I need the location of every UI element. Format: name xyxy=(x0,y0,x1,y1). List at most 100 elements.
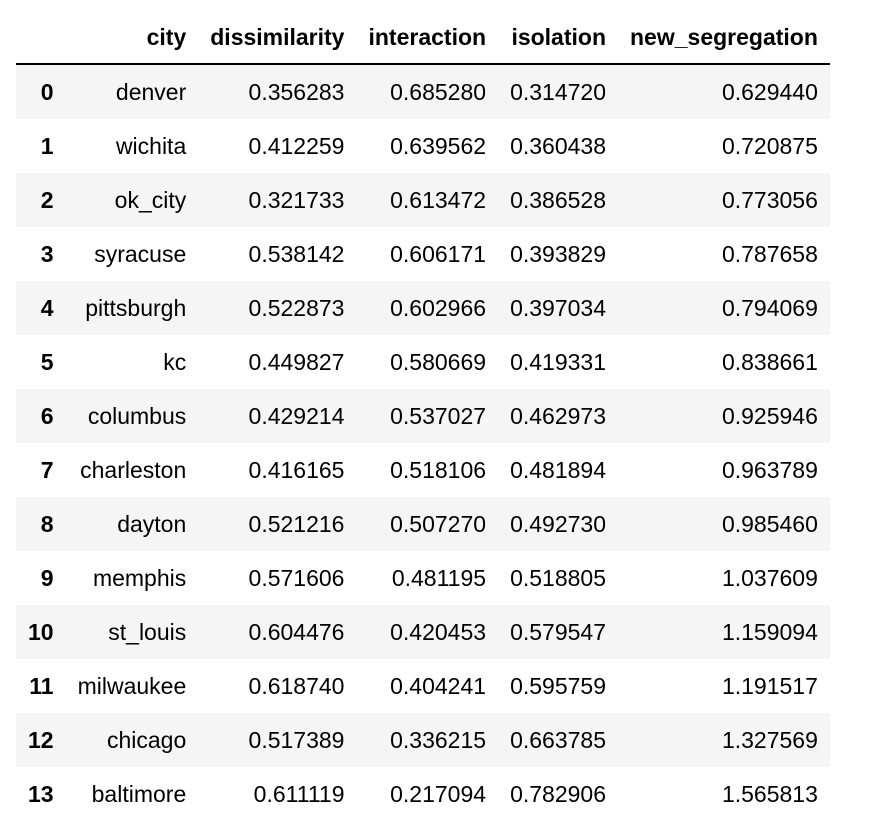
new-segregation-cell: 0.925946 xyxy=(721,402,818,429)
dissimilarity-cell: 0.538142 xyxy=(248,240,345,267)
new-segregation-cell: 1.191517 xyxy=(721,672,818,699)
isolation-cell: 0.462973 xyxy=(510,402,606,429)
isolation-cell: 0.492730 xyxy=(510,510,606,537)
table-row: 13 baltimore 0.611119 0.217094 0.782906 … xyxy=(16,767,830,821)
city-cell: wichita xyxy=(115,132,187,159)
row-index: 10 xyxy=(28,618,54,645)
dissimilarity-cell: 0.449827 xyxy=(248,348,345,375)
column-header-city: city xyxy=(65,12,199,65)
city-cell: baltimore xyxy=(91,780,187,807)
table-row: 6 columbus 0.429214 0.537027 0.462973 0.… xyxy=(16,389,830,443)
isolation-cell: 0.360438 xyxy=(510,132,606,159)
new-segregation-cell: 0.773056 xyxy=(721,186,818,213)
city-cell: milwaukee xyxy=(77,672,187,699)
table-row: 4 pittsburgh 0.522873 0.602966 0.397034 … xyxy=(16,281,830,335)
dissimilarity-cell: 0.321733 xyxy=(248,186,345,213)
dataframe-table: city dissimilarity interaction isolation… xyxy=(16,12,830,821)
row-index: 1 xyxy=(40,132,54,159)
city-cell: ok_city xyxy=(114,186,187,213)
table-row: 10 st_louis 0.604476 0.420453 0.579547 1… xyxy=(16,605,830,659)
row-index: 0 xyxy=(40,78,54,105)
dissimilarity-cell: 0.356283 xyxy=(248,78,345,105)
interaction-cell: 0.602966 xyxy=(390,294,487,321)
table-row: 0 denver 0.356283 0.685280 0.314720 0.62… xyxy=(16,64,830,119)
new-segregation-cell: 1.327569 xyxy=(721,726,818,753)
table-row: 11 milwaukee 0.618740 0.404241 0.595759 … xyxy=(16,659,830,713)
new-segregation-cell: 0.720875 xyxy=(721,132,818,159)
new-segregation-cell: 0.985460 xyxy=(721,510,818,537)
row-index: 7 xyxy=(40,456,54,483)
city-cell: chicago xyxy=(106,726,187,753)
city-cell: st_louis xyxy=(108,618,187,645)
dissimilarity-cell: 0.611119 xyxy=(253,780,345,807)
dissimilarity-cell: 0.571606 xyxy=(248,564,345,591)
city-cell: kc xyxy=(163,348,187,375)
row-index: 11 xyxy=(29,672,54,699)
interaction-cell: 0.507270 xyxy=(390,510,487,537)
dissimilarity-cell: 0.429214 xyxy=(248,402,345,429)
dissimilarity-cell: 0.412259 xyxy=(248,132,345,159)
column-header-isolation: isolation xyxy=(498,12,618,65)
isolation-cell: 0.397034 xyxy=(510,294,606,321)
dissimilarity-cell: 0.521216 xyxy=(248,510,345,537)
isolation-cell: 0.314720 xyxy=(510,78,606,105)
isolation-cell: 0.393829 xyxy=(510,240,606,267)
city-cell: denver xyxy=(115,78,187,105)
interaction-cell: 0.606171 xyxy=(390,240,487,267)
isolation-cell: 0.386528 xyxy=(510,186,606,213)
isolation-cell: 0.518805 xyxy=(510,564,606,591)
isolation-cell: 0.419331 xyxy=(510,348,606,375)
index-header xyxy=(16,12,66,65)
row-index: 6 xyxy=(40,402,54,429)
row-index: 9 xyxy=(40,564,54,591)
new-segregation-cell: 0.794069 xyxy=(721,294,818,321)
isolation-cell: 0.782906 xyxy=(510,780,606,807)
city-cell: dayton xyxy=(117,510,187,537)
interaction-cell: 0.404241 xyxy=(390,672,487,699)
isolation-cell: 0.595759 xyxy=(510,672,606,699)
interaction-cell: 0.336215 xyxy=(390,726,487,753)
row-index: 12 xyxy=(28,726,54,753)
interaction-cell: 0.537027 xyxy=(390,402,487,429)
new-segregation-cell: 1.159094 xyxy=(721,618,818,645)
new-segregation-cell: 1.565813 xyxy=(721,780,818,807)
interaction-cell: 0.518106 xyxy=(390,456,487,483)
table-row: 3 syracuse 0.538142 0.606171 0.393829 0.… xyxy=(16,227,830,281)
interaction-cell: 0.420453 xyxy=(390,618,487,645)
interaction-cell: 0.580669 xyxy=(390,348,487,375)
table-row: 2 ok_city 0.321733 0.613472 0.386528 0.7… xyxy=(16,173,830,227)
interaction-cell: 0.639562 xyxy=(390,132,487,159)
new-segregation-cell: 1.037609 xyxy=(721,564,818,591)
dissimilarity-cell: 0.522873 xyxy=(248,294,345,321)
table-row: 7 charleston 0.416165 0.518106 0.481894 … xyxy=(16,443,830,497)
city-cell: columbus xyxy=(87,402,187,429)
table-row: 8 dayton 0.521216 0.507270 0.492730 0.98… xyxy=(16,497,830,551)
interaction-cell: 0.685280 xyxy=(390,78,487,105)
table-row: 12 chicago 0.517389 0.336215 0.663785 1.… xyxy=(16,713,830,767)
interaction-cell: 0.613472 xyxy=(390,186,487,213)
interaction-cell: 0.217094 xyxy=(390,780,487,807)
column-header-dissimilarity: dissimilarity xyxy=(198,12,357,65)
new-segregation-cell: 0.838661 xyxy=(721,348,818,375)
isolation-cell: 0.663785 xyxy=(510,726,606,753)
city-cell: memphis xyxy=(92,564,187,591)
dissimilarity-cell: 0.604476 xyxy=(248,618,345,645)
table-row: 9 memphis 0.571606 0.481195 0.518805 1.0… xyxy=(16,551,830,605)
city-cell: syracuse xyxy=(94,240,187,267)
row-index: 4 xyxy=(40,294,54,321)
dissimilarity-cell: 0.618740 xyxy=(248,672,345,699)
row-index: 3 xyxy=(40,240,54,267)
column-header-new-segregation: new_segregation xyxy=(618,12,830,65)
row-index: 2 xyxy=(40,186,54,213)
isolation-cell: 0.579547 xyxy=(510,618,606,645)
interaction-cell: 0.481195 xyxy=(391,564,487,591)
column-header-interaction: interaction xyxy=(356,12,499,65)
new-segregation-cell: 0.963789 xyxy=(721,456,818,483)
city-cell: charleston xyxy=(80,456,187,483)
city-cell: pittsburgh xyxy=(85,294,187,321)
row-index: 8 xyxy=(40,510,54,537)
row-index: 13 xyxy=(28,780,54,807)
row-index: 5 xyxy=(40,348,54,375)
new-segregation-cell: 0.629440 xyxy=(721,78,818,105)
